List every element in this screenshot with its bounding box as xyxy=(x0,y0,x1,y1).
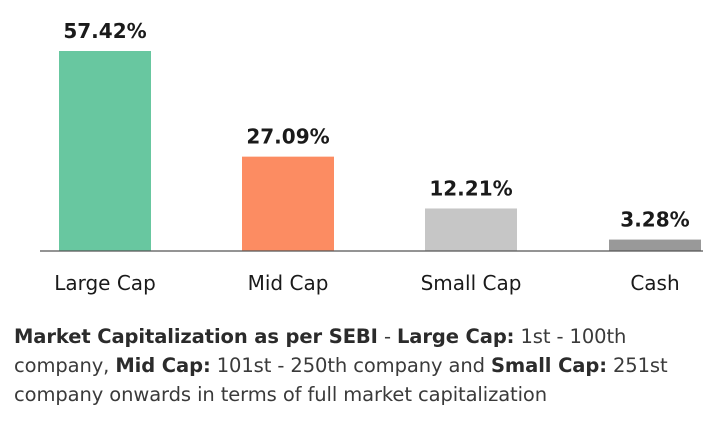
bar-mid-cap xyxy=(242,156,334,251)
value-label-mid-cap: 27.09% xyxy=(246,125,329,149)
labels-group: 57.42% Large Cap 27.09% Mid Cap 12.21% Small … xyxy=(54,19,689,295)
footnote-mid-cap-desc: 101st - 250th company and xyxy=(210,354,491,377)
market-cap-bar-chart: 57.42% Large Cap 27.09% Mid Cap 12.21% Small … xyxy=(40,19,703,295)
footnote-large-cap-label: Large Cap: xyxy=(396,325,515,348)
value-label-small-cap: 12.21% xyxy=(429,176,512,200)
footnote-small-cap-label: Small Cap: xyxy=(490,354,607,377)
footnote-text: Market Capitalization as per SEBI - Larg… xyxy=(14,322,714,409)
footnote-small-cap-desc: 251st company onwards in terms of full m… xyxy=(14,354,668,406)
footnote-mid-cap-label: Mid Cap: xyxy=(115,354,211,377)
bar-small-cap xyxy=(425,208,517,251)
category-label-small-cap: Small Cap xyxy=(421,271,522,295)
bar-cash xyxy=(609,239,701,251)
category-label-cash: Cash xyxy=(630,271,679,295)
value-label-cash: 3.28% xyxy=(620,208,689,232)
bars-group xyxy=(59,51,701,251)
category-label-mid-cap: Mid Cap xyxy=(248,271,329,295)
value-label-large-cap: 57.42% xyxy=(63,19,146,43)
footnote-large-cap-desc: 1st - 100th company, xyxy=(14,325,627,377)
category-label-large-cap: Large Cap xyxy=(54,271,156,295)
footnote-heading: Market Capitalization as per SEBI xyxy=(14,325,378,348)
footnote-separator: - xyxy=(377,325,397,348)
bar-large-cap xyxy=(59,51,151,251)
